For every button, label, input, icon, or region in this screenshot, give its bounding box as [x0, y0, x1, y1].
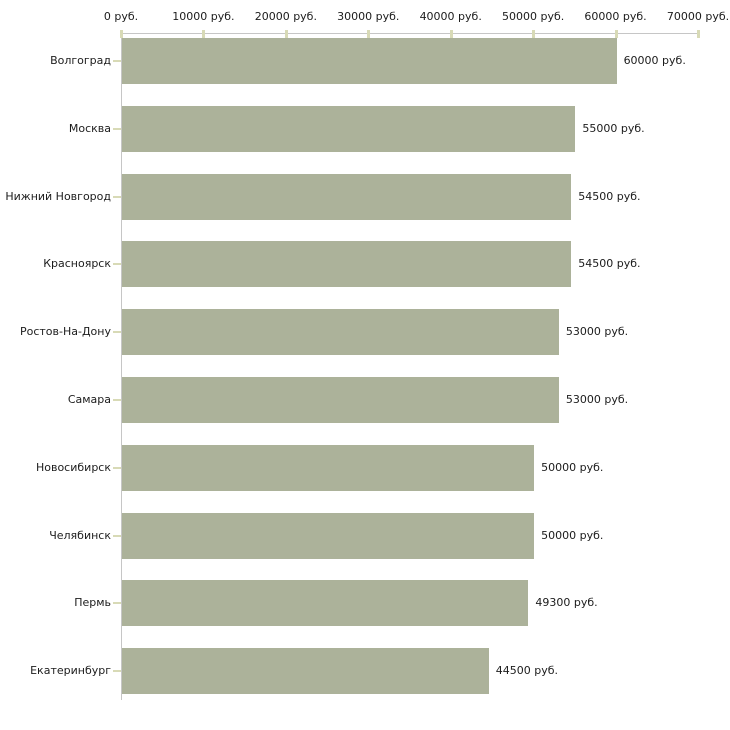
value-label: 60000 руб.: [623, 54, 686, 67]
x-axis-tick-label: 60000 руб.: [584, 10, 647, 23]
category-label: Волгоград: [50, 54, 111, 67]
value-label: 44500 руб.: [495, 664, 559, 678]
value-label: 55000 руб.: [582, 121, 645, 135]
y-axis-tick: [113, 263, 121, 266]
y-axis-tick: [113, 331, 121, 334]
bar: [122, 173, 572, 220]
bar: [122, 377, 559, 423]
value-label: 53000 руб.: [565, 325, 629, 339]
bar: [122, 241, 572, 288]
category-label: Новосибирск: [35, 460, 111, 474]
category-label: Москва: [68, 121, 111, 135]
x-axis-tick: [367, 30, 371, 38]
y-axis-tick: [113, 60, 121, 62]
x-axis-tick: [697, 30, 700, 38]
value-label: 53000 руб.: [565, 393, 629, 406]
category-label: Пермь: [74, 596, 111, 610]
bar: [122, 105, 576, 152]
category-label: Нижний Новгород: [5, 189, 111, 203]
category-label: Самара: [67, 393, 111, 406]
y-axis-tick: [113, 466, 121, 469]
value-label: 50000 руб.: [541, 528, 604, 542]
y-axis-tick: [113, 670, 121, 673]
value-label: 49300 руб.: [535, 596, 598, 610]
y-axis-tick: [113, 127, 121, 130]
category-label: Красноярск: [43, 257, 111, 271]
value-label: 54500 руб.: [578, 257, 641, 271]
bar: [122, 309, 559, 356]
bar: [122, 580, 529, 627]
x-axis-tick-label: 20000 руб.: [254, 10, 317, 23]
x-axis-tick-label: 10000 руб.: [172, 10, 235, 23]
y-axis-line: [121, 33, 122, 700]
x-axis-tick-label: 30000 руб.: [337, 10, 400, 23]
x-axis-tick: [120, 30, 123, 38]
category-label: Ростов-На-Дону: [19, 325, 111, 339]
y-axis-tick: [113, 602, 121, 605]
x-axis-tick: [202, 30, 206, 38]
x-axis-tick-label: 50000 руб.: [502, 10, 565, 23]
bar: [122, 648, 489, 695]
y-axis-tick: [113, 534, 121, 537]
x-axis-tick-label: 70000 руб.: [666, 10, 730, 23]
x-axis-tick: [614, 30, 618, 38]
x-axis-tick: [449, 30, 453, 38]
y-axis-tick: [113, 399, 121, 401]
bar: [122, 444, 535, 491]
value-label: 54500 руб.: [578, 189, 641, 203]
bar: [122, 38, 617, 84]
y-axis-tick: [113, 195, 121, 198]
category-label: Екатеринбург: [30, 664, 111, 678]
value-label: 50000 руб.: [541, 460, 604, 474]
x-axis-tick: [284, 30, 288, 38]
category-label: Челябинск: [49, 528, 111, 542]
x-axis-tick-label: 40000 руб.: [419, 10, 482, 23]
x-axis-tick: [532, 30, 536, 38]
x-axis-line: [121, 33, 700, 34]
x-axis-tick-label: 0 руб.: [103, 10, 139, 23]
bar: [122, 512, 535, 559]
